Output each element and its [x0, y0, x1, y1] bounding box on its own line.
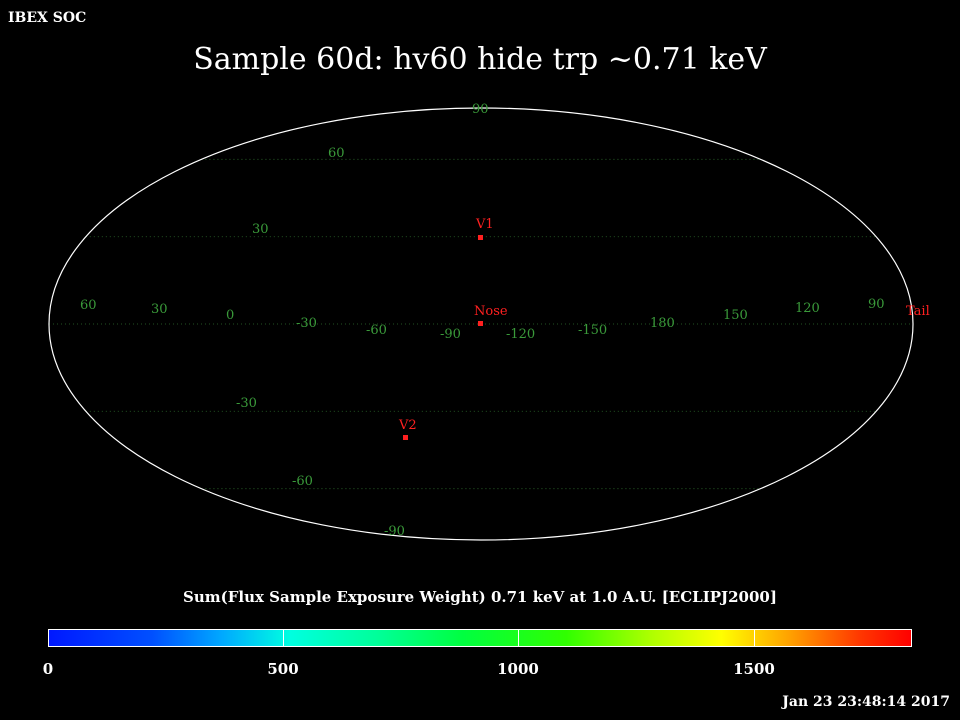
lon-label: 150 — [723, 308, 748, 323]
lon-labels: 60 30 0 -30 -60 -90 -120 -150 180 150 12… — [80, 297, 885, 342]
colorbar-label: 1000 — [497, 660, 539, 678]
colorbar-title: Sum(Flux Sample Exposure Weight) 0.71 ke… — [183, 588, 777, 606]
lon-label: 180 — [650, 316, 675, 331]
colorbar-tick — [518, 629, 519, 647]
colorbar-label: 500 — [267, 660, 299, 678]
lat-label: 60 — [328, 146, 345, 161]
lat-label: 30 — [252, 222, 269, 237]
colorbar-tick — [754, 629, 755, 647]
lat-label: -30 — [236, 396, 257, 411]
lon-label: -90 — [440, 327, 461, 342]
timestamp: Jan 23 23:48:14 2017 — [782, 694, 950, 710]
colorbar — [48, 629, 912, 647]
lon-label: -30 — [296, 316, 317, 331]
marker-v2 — [403, 435, 408, 440]
lat-label: -90 — [384, 524, 405, 539]
colorbar-label: 1500 — [733, 660, 775, 678]
lon-label: 60 — [80, 298, 97, 313]
marker-label-tail: Tail — [906, 304, 930, 319]
map-outline — [48, 107, 914, 541]
page-title: Sample 60d: hv60 hide trp ~0.71 keV — [193, 42, 767, 77]
lon-label: -60 — [366, 323, 387, 338]
lon-label: 0 — [226, 308, 234, 323]
marker-nose — [478, 321, 483, 326]
marker-v1 — [478, 235, 483, 240]
markers: V1 Nose V2 Tail — [398, 217, 930, 440]
marker-label-nose: Nose — [474, 304, 508, 319]
lat-labels: 90 60 30 -30 -60 -90 — [236, 102, 489, 539]
colorbar-tick — [283, 629, 284, 647]
lon-label: 120 — [795, 301, 820, 316]
colorbar-label: 0 — [42, 660, 54, 678]
lon-label: -120 — [506, 327, 535, 342]
lon-label: 90 — [868, 297, 885, 312]
lon-label: -150 — [578, 323, 607, 338]
lat-label: -60 — [292, 474, 313, 489]
marker-label-v1: V1 — [475, 217, 494, 232]
soc-label: IBEX SOC — [8, 10, 87, 26]
lon-label: 30 — [151, 302, 168, 317]
marker-label-v2: V2 — [398, 418, 417, 433]
lat-label: 90 — [472, 102, 489, 117]
